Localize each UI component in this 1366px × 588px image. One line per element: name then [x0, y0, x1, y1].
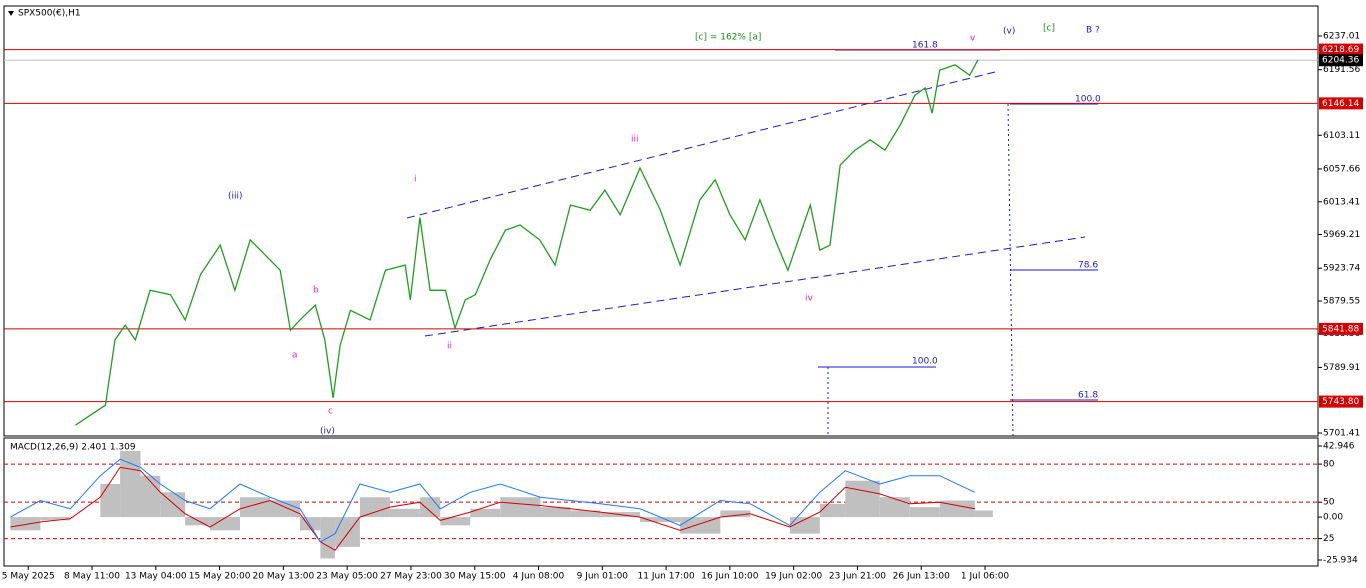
- x-tick-label: 8 May 11:00: [64, 572, 120, 582]
- annotation: ii: [447, 342, 452, 352]
- macd-histogram: [680, 517, 721, 534]
- annotation: a: [292, 351, 298, 361]
- channel-line: [424, 236, 1086, 337]
- level-box: [1319, 395, 1363, 408]
- annotation: 78.6: [1078, 261, 1098, 271]
- y-tick-label: 5789.91: [1323, 363, 1360, 373]
- annotation: 161.8: [912, 41, 938, 51]
- macd-histogram: [909, 507, 940, 518]
- annotation: 61.8: [1078, 391, 1098, 401]
- y-tick-label: 5923.74: [1323, 264, 1360, 274]
- macd-histogram: [269, 500, 300, 518]
- annotation: iv: [805, 294, 814, 304]
- annotation: 100.0: [912, 357, 938, 367]
- x-tick-label: 20 May 13:00: [253, 572, 315, 582]
- menu-arrow: [8, 11, 14, 16]
- annotation: iii: [631, 135, 639, 145]
- x-tick-label: 26 Jun 13:00: [893, 572, 950, 582]
- macd-histogram: [140, 475, 161, 518]
- x-tick-label: 19 Jun 02:00: [765, 572, 822, 582]
- macd-histogram: [185, 517, 211, 526]
- y-tick-label: 6237.01: [1323, 32, 1360, 42]
- x-tick-label: 27 May 23:00: [380, 572, 442, 582]
- annotation: B ?: [1086, 26, 1100, 36]
- y-tick-label: 6013.41: [1323, 197, 1360, 207]
- x-tick-label: 23 May 05:00: [316, 572, 378, 582]
- x-tick-label: 23 Jun 21:00: [829, 572, 886, 582]
- macd-histogram: [500, 497, 541, 518]
- y-tick-label: 5879.55: [1323, 296, 1360, 306]
- level-box: [1319, 43, 1363, 56]
- current-price-label: 6204.36: [1322, 56, 1359, 66]
- macd-histogram: [120, 450, 141, 518]
- channel-line: [406, 71, 996, 219]
- x-tick-label: 1 Jul 06:00: [961, 572, 1010, 582]
- price-line: [75, 59, 979, 426]
- level-label: 6146.14: [1322, 99, 1359, 109]
- annotation: 100.0: [1075, 95, 1101, 105]
- macd-histogram: [210, 517, 241, 531]
- macd-histogram: [974, 510, 993, 518]
- annotation: (v): [1003, 27, 1015, 37]
- x-tick-label: 4 Jun 08:00: [513, 572, 565, 582]
- annotation: v: [970, 34, 976, 44]
- level-label: 5743.80: [1322, 397, 1359, 407]
- annotation: [c] = 162% [a]: [695, 33, 761, 43]
- macd-histogram: [359, 497, 390, 518]
- x-tick-label: 13 May 04:00: [125, 572, 187, 582]
- macd-histogram: [639, 517, 681, 523]
- annotation: c: [328, 407, 333, 417]
- macd-histogram: [540, 507, 571, 518]
- macd-histogram: [100, 483, 121, 518]
- y-tick-label: 6103.11: [1323, 131, 1360, 141]
- macd-histogram: [845, 480, 880, 518]
- macd-title: MACD(12,26,9) 2.401 1.309: [10, 443, 136, 453]
- fib-vertical: [1007, 103, 1014, 437]
- current-price-box: [1319, 54, 1363, 67]
- macd-histogram: [879, 497, 910, 518]
- y-tick-label: 42.946: [1323, 442, 1355, 452]
- annotation: (iii): [228, 192, 243, 202]
- y-tick-label: 25: [1323, 534, 1334, 544]
- x-tick-label: 5 May 2025: [2, 572, 55, 582]
- x-tick-label: 30 May 15:00: [444, 572, 506, 582]
- level-box: [1319, 322, 1363, 335]
- macd-line: [10, 458, 976, 543]
- chart-title: SPX500(€),H1: [18, 9, 81, 19]
- y-tick-label: 6057.66: [1323, 164, 1360, 174]
- macd-histogram: [570, 510, 601, 518]
- macd-line: [10, 466, 975, 551]
- macd-histogram: [10, 517, 41, 531]
- macd-histogram: [470, 508, 501, 518]
- annotation: i: [414, 175, 417, 185]
- macd-histogram: [789, 517, 820, 534]
- macd-histogram: [389, 508, 420, 518]
- y-tick-label: 50: [1323, 498, 1335, 508]
- macd-histogram: [819, 503, 846, 518]
- x-tick-label: 11 Jun 17:00: [638, 572, 695, 582]
- price-panel: [3, 5, 1319, 437]
- level-label: 6218.69: [1322, 45, 1359, 55]
- y-tick-label: -25.934: [1323, 555, 1358, 565]
- x-tick-label: 16 Jun 10:00: [701, 572, 758, 582]
- level-label: 5841.88: [1322, 324, 1359, 334]
- annotation: (iv): [320, 427, 335, 437]
- macd-histogram: [419, 497, 441, 518]
- x-tick-label: 15 May 20:00: [189, 572, 251, 582]
- y-tick-label: 5701.41: [1323, 429, 1360, 439]
- macd-histogram: [720, 510, 751, 518]
- annotation: [c]: [1043, 24, 1055, 34]
- y-tick-label: 0.00: [1323, 513, 1343, 523]
- macd-histogram: [440, 517, 471, 526]
- x-tick-label: 9 Jun 01:00: [577, 572, 629, 582]
- macd-histogram: [939, 500, 975, 518]
- y-tick-label: 80: [1323, 460, 1335, 470]
- annotation: b: [313, 286, 319, 296]
- level-box: [1319, 97, 1363, 110]
- macd-histogram: [40, 517, 71, 521]
- y-tick-label: 6191.56: [1323, 65, 1360, 75]
- y-tick-label: 5969.21: [1323, 230, 1360, 240]
